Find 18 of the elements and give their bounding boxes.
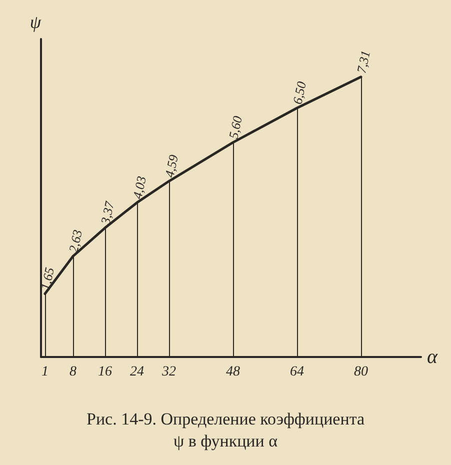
x-tick-label: 64 — [290, 364, 304, 380]
data-label: 2,63 — [66, 228, 86, 254]
y-axis-title: ψ — [30, 12, 42, 32]
data-label: 5,60 — [226, 114, 246, 140]
x-tick-label: 1 — [42, 364, 48, 380]
data-label: 6,50 — [290, 80, 310, 106]
x-tick-label: 8 — [70, 364, 76, 380]
data-label: 7,31 — [354, 49, 374, 74]
x-tick-label: 16 — [98, 364, 112, 380]
text: Рис. 14-9. Определение коэффициента ψ в функции α — [86, 410, 365, 450]
x-tick-label: 80 — [354, 364, 368, 380]
x-tick-label: 24 — [130, 364, 144, 380]
data-label: 3,37 — [97, 200, 118, 226]
x-tick-label: 48 — [226, 364, 240, 380]
x-tick-label: 32 — [161, 364, 176, 380]
x-axis-title: α — [427, 346, 438, 368]
data-label: 4,03 — [130, 174, 150, 200]
data-label: 4,59 — [162, 152, 182, 179]
